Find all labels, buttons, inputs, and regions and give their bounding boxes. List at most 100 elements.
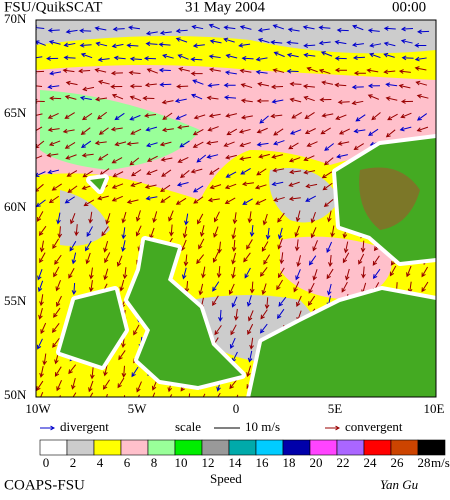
wind-arrow — [129, 83, 142, 89]
wind-arrow — [40, 391, 44, 397]
wind-arrow — [192, 79, 204, 85]
wind-arrow — [71, 282, 77, 296]
wind-arrow — [198, 238, 205, 250]
wind-arrow — [243, 252, 251, 263]
wind-arrow — [206, 154, 219, 159]
wind-arrow — [174, 98, 187, 103]
colorbar-box — [228, 439, 257, 456]
wind-arrow — [130, 169, 142, 177]
wind-arrow — [142, 95, 155, 101]
scale-value: 10 m/s — [245, 419, 280, 434]
wind-arrow — [421, 266, 429, 278]
colorbar-box — [309, 439, 338, 456]
wind-arrow — [239, 156, 252, 161]
wind-arrow — [231, 252, 236, 265]
wind-arrow — [240, 168, 251, 175]
wind-arrow — [129, 157, 140, 166]
wind-arrow — [192, 141, 204, 148]
wind-arrow — [389, 265, 397, 277]
wind-arrow — [178, 67, 190, 72]
wind-arrow — [273, 128, 284, 136]
wind-arrow — [38, 307, 43, 320]
wind-arrow — [72, 392, 77, 397]
wind-arrow — [249, 337, 254, 350]
wind-arrow — [144, 82, 157, 88]
wind-arrow — [367, 94, 380, 100]
colorbar-label: 0 — [43, 455, 50, 470]
scale-label: scale — [175, 419, 201, 434]
wind-arrow — [303, 169, 316, 175]
wind-arrow — [168, 210, 174, 222]
wind-arrow — [103, 240, 109, 253]
wind-arrow — [262, 213, 268, 226]
wind-arrow — [105, 393, 108, 397]
wind-arrow — [259, 266, 268, 277]
wind-arrow — [79, 95, 92, 101]
wind-arrow — [192, 129, 204, 136]
wind-arrow — [337, 141, 350, 146]
wind-arrow — [335, 114, 347, 120]
wind-arrow — [400, 112, 412, 119]
wind-arrow — [47, 84, 60, 90]
wind-arrow — [128, 70, 141, 76]
colorbar-box — [255, 439, 284, 456]
wind-arrow — [94, 26, 107, 31]
colorbar-label: 12 — [202, 455, 215, 470]
wind-arrow — [208, 113, 221, 118]
wind-arrow — [175, 114, 187, 120]
wind-arrow — [414, 56, 427, 62]
wind-arrow — [71, 252, 77, 265]
wind-arrow — [51, 323, 60, 333]
wind-arrow — [247, 323, 254, 335]
wind-arrow — [344, 268, 350, 281]
wind-arrow — [416, 113, 428, 121]
wind-arrow — [177, 156, 189, 163]
wind-arrow — [192, 185, 204, 193]
colorbar-label: 20 — [310, 455, 323, 470]
wind-arrow — [223, 141, 235, 147]
wind-arrow — [231, 296, 238, 308]
wind-arrow — [256, 98, 269, 104]
wind-arrow — [161, 99, 174, 105]
wind-arrow — [244, 267, 251, 279]
wind-arrow — [337, 99, 350, 105]
wind-arrow — [146, 155, 158, 162]
wind-arrow — [145, 41, 158, 47]
speed-region — [60, 190, 110, 246]
wind-arrow — [36, 25, 45, 31]
wind-arrow — [358, 253, 365, 265]
wind-arrow — [192, 43, 205, 48]
wind-arrow — [159, 141, 172, 147]
wind-arrow — [162, 53, 174, 59]
wind-arrow — [81, 140, 92, 149]
header-time: 00:00 — [392, 0, 426, 15]
colorbar-label: 28 — [418, 455, 431, 470]
wind-arrow — [177, 124, 190, 130]
wind-arrow — [206, 140, 219, 146]
legend: divergent scale 10 m/s convergent — [40, 419, 403, 434]
wind-arrow — [294, 225, 300, 238]
wind-arrow — [207, 197, 220, 203]
wind-arrow — [78, 68, 91, 74]
wind-arrow — [54, 254, 62, 265]
lat-label: 65N — [4, 105, 27, 120]
wind-arrow — [277, 267, 285, 279]
wind-arrow — [257, 81, 270, 87]
wind-arrow — [47, 127, 60, 132]
wind-arrow — [289, 129, 302, 135]
wind-arrow — [351, 42, 364, 48]
wind-arrow — [56, 380, 62, 392]
wind-arrow — [231, 266, 236, 279]
wind-arrow — [190, 168, 203, 174]
speed-region — [280, 236, 392, 300]
wind-arrow — [38, 225, 47, 236]
wind-arrow — [400, 26, 414, 32]
wind-arrow — [111, 195, 123, 202]
wind-arrow — [372, 268, 381, 279]
lon-label: 5E — [328, 401, 343, 416]
wind-arrow — [198, 283, 204, 296]
header-date: 31 May 2004 — [185, 0, 265, 15]
colorbar-box — [363, 439, 392, 456]
wind-arrow — [176, 181, 189, 187]
wind-arrow — [82, 112, 93, 121]
